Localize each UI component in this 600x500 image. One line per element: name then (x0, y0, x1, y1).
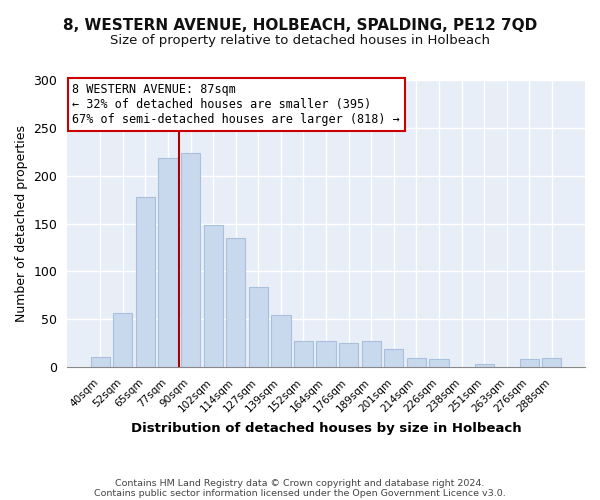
Bar (520, 360, 539, 367)
Bar (271, 316, 290, 367)
Bar (339, 343, 358, 367)
Bar (181, 152, 200, 367)
Bar (475, 364, 494, 367)
Text: 8, WESTERN AVENUE, HOLBEACH, SPALDING, PE12 7QD: 8, WESTERN AVENUE, HOLBEACH, SPALDING, P… (63, 18, 537, 32)
Bar (430, 360, 449, 367)
Text: 8 WESTERN AVENUE: 87sqm
← 32% of detached houses are smaller (395)
67% of semi-d: 8 WESTERN AVENUE: 87sqm ← 32% of detache… (73, 83, 400, 126)
Bar (203, 226, 223, 367)
X-axis label: Distribution of detached houses by size in Holbeach: Distribution of detached houses by size … (131, 422, 521, 435)
Y-axis label: Number of detached properties: Number of detached properties (15, 125, 28, 322)
Bar (249, 286, 268, 367)
Text: Contains HM Land Registry data © Crown copyright and database right 2024.: Contains HM Land Registry data © Crown c… (115, 478, 485, 488)
Bar (294, 341, 313, 367)
Text: Size of property relative to detached houses in Holbeach: Size of property relative to detached ho… (110, 34, 490, 47)
Text: Contains public sector information licensed under the Open Government Licence v3: Contains public sector information licen… (94, 488, 506, 498)
Bar (316, 341, 335, 367)
Bar (407, 358, 426, 367)
Bar (113, 314, 133, 367)
Bar (158, 158, 178, 367)
Bar (384, 349, 403, 367)
Bar (91, 356, 110, 367)
Bar (136, 196, 155, 367)
Bar (362, 341, 381, 367)
Bar (226, 238, 245, 367)
Bar (542, 358, 562, 367)
